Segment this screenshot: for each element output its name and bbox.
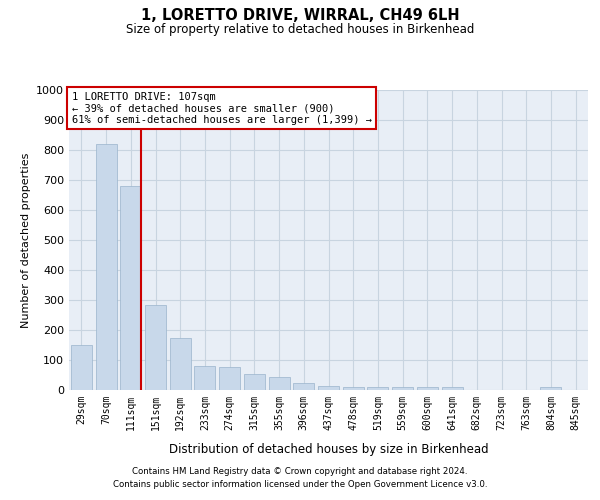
Bar xyxy=(95,144,116,390)
Bar xyxy=(244,374,265,390)
Text: Size of property relative to detached houses in Birkenhead: Size of property relative to detached ho… xyxy=(126,22,474,36)
Bar xyxy=(343,387,364,390)
Bar xyxy=(219,366,240,390)
Bar xyxy=(442,387,463,390)
Bar xyxy=(269,378,290,390)
Bar xyxy=(318,386,339,390)
Text: Distribution of detached houses by size in Birkenhead: Distribution of detached houses by size … xyxy=(169,442,488,456)
Text: Contains public sector information licensed under the Open Government Licence v3: Contains public sector information licen… xyxy=(113,480,487,489)
Bar xyxy=(293,382,314,390)
Bar xyxy=(120,186,141,390)
Bar xyxy=(145,304,166,390)
Text: 1 LORETTO DRIVE: 107sqm
← 39% of detached houses are smaller (900)
61% of semi-d: 1 LORETTO DRIVE: 107sqm ← 39% of detache… xyxy=(71,92,371,124)
Bar xyxy=(194,366,215,390)
Bar xyxy=(392,387,413,390)
Text: Contains HM Land Registry data © Crown copyright and database right 2024.: Contains HM Land Registry data © Crown c… xyxy=(132,467,468,476)
Bar xyxy=(541,387,562,390)
Bar xyxy=(417,387,438,390)
Bar xyxy=(170,338,191,390)
Text: 1, LORETTO DRIVE, WIRRAL, CH49 6LH: 1, LORETTO DRIVE, WIRRAL, CH49 6LH xyxy=(140,8,460,22)
Bar xyxy=(367,387,388,390)
Y-axis label: Number of detached properties: Number of detached properties xyxy=(20,152,31,328)
Bar xyxy=(71,345,92,390)
